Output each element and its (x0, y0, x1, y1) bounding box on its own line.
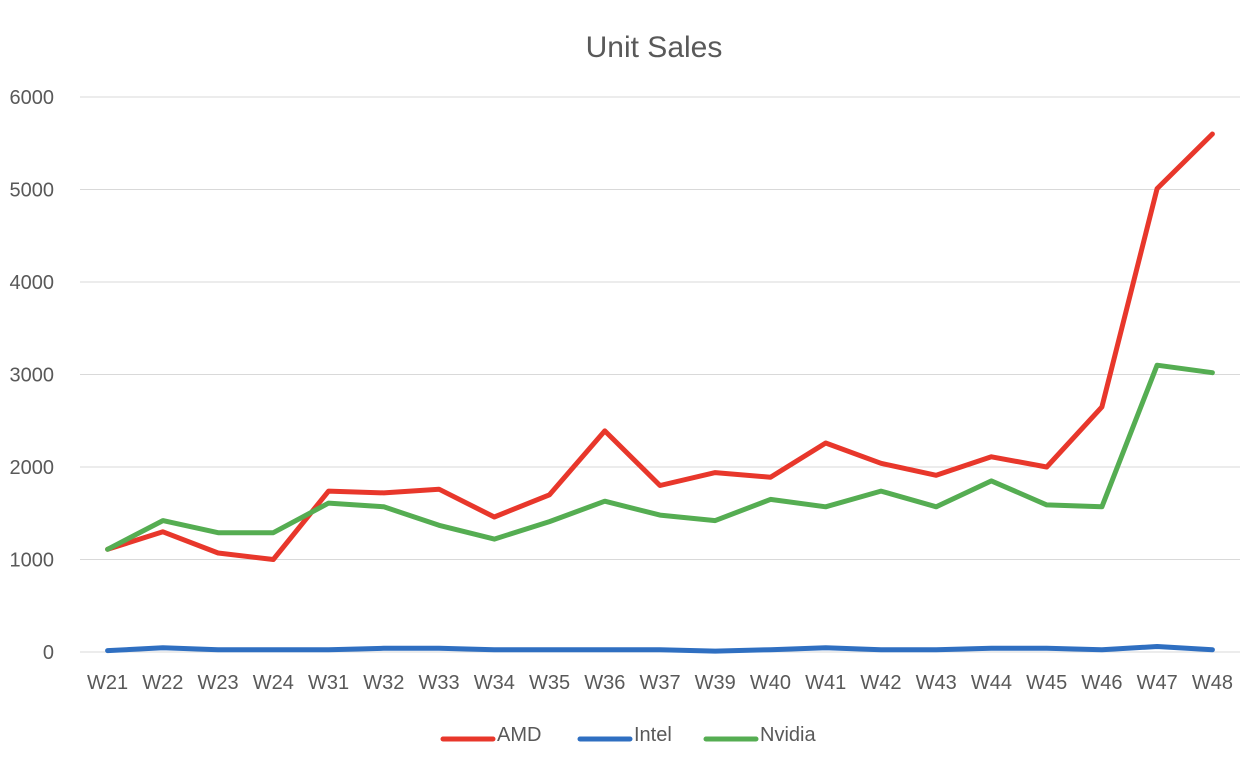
series-line-amd (105, 131, 1215, 562)
x-tick-label: W41 (805, 672, 846, 694)
x-tick-label: W24 (253, 672, 294, 694)
y-tick-label: 5000 (10, 180, 55, 202)
y-tick-label: 4000 (10, 272, 55, 294)
x-tick-label: W36 (584, 672, 625, 694)
y-tick-label: 3000 (10, 365, 55, 387)
x-tick-label: W42 (860, 672, 901, 694)
series-line-nvidia (105, 362, 1215, 552)
x-tick-label: W32 (363, 672, 404, 694)
series-line-intel (105, 644, 1215, 654)
x-tick-label: W34 (474, 672, 515, 694)
x-tick-label: W21 (87, 672, 128, 694)
y-axis-tick-labels: 0 1000 2000 3000 4000 5000 6000 (10, 87, 55, 664)
x-tick-label: W48 (1192, 672, 1233, 694)
x-tick-label: W22 (142, 672, 183, 694)
x-tick-label: W47 (1137, 672, 1178, 694)
series-lines (105, 131, 1215, 654)
x-tick-label: W23 (198, 672, 239, 694)
y-tick-label: 6000 (10, 87, 55, 109)
x-tick-label: W45 (1026, 672, 1067, 694)
x-tick-label: W33 (418, 672, 459, 694)
x-tick-label: W39 (695, 672, 736, 694)
x-axis-tick-labels: W21 W22 W23 W24 W31 W32 W33 W34 W35 W36 W37 W39 W40 W… (87, 672, 1233, 694)
x-tick-label: W35 (529, 672, 570, 694)
y-tick-label: 2000 (10, 457, 55, 479)
legend-label-amd: AMD (497, 724, 541, 746)
x-tick-label: W44 (971, 672, 1012, 694)
x-tick-label: W31 (308, 672, 349, 694)
y-tick-label: 0 (43, 642, 54, 664)
legend-label-nvidia: Nvidia (760, 724, 816, 746)
legend-label-intel: Intel (634, 724, 672, 746)
chart-title: Unit Sales (586, 31, 723, 64)
x-tick-label: W37 (639, 672, 680, 694)
gridlines (80, 96, 1240, 653)
x-tick-label: W46 (1081, 672, 1122, 694)
x-tick-label: W40 (750, 672, 791, 694)
y-tick-label: 1000 (10, 550, 55, 572)
legend: AMD Intel Nvidia (440, 724, 816, 746)
x-tick-label: W43 (916, 672, 957, 694)
